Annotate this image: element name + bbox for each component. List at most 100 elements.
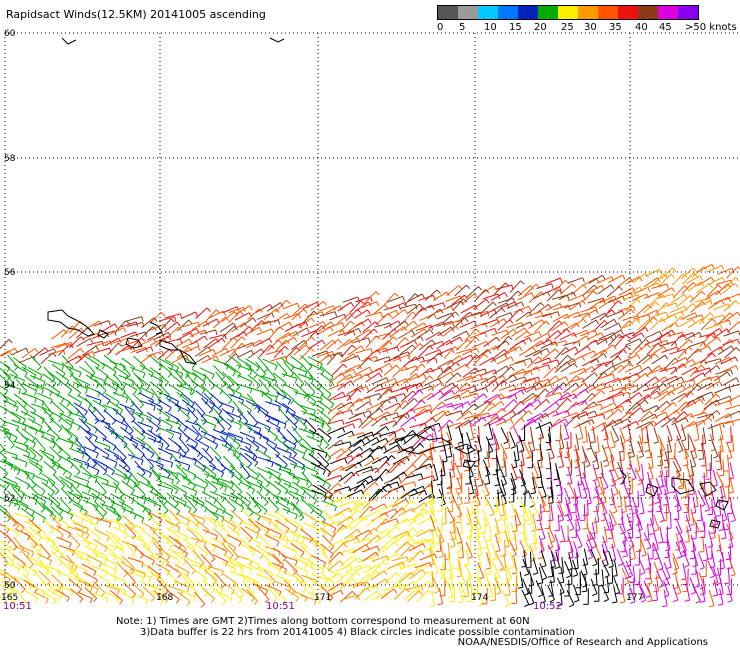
wind-barb — [548, 525, 556, 544]
wind-barb — [194, 543, 208, 558]
wind-barb — [601, 584, 610, 602]
wind-barb — [725, 543, 732, 561]
wind-barb — [168, 509, 181, 526]
wind-barb — [700, 585, 706, 603]
wind-barb — [582, 450, 591, 468]
wind-barb — [405, 473, 424, 479]
wind-barb — [570, 284, 587, 296]
wind-barb — [247, 374, 261, 390]
wind-barb — [198, 349, 217, 357]
wind-barb — [40, 502, 54, 517]
wind-barb — [580, 329, 598, 337]
wind-barb — [680, 535, 687, 553]
legend-swatch — [618, 6, 638, 19]
wind-barb — [481, 587, 488, 605]
wind-barb — [471, 310, 490, 317]
wind-barb — [670, 392, 688, 402]
wind-barb — [21, 348, 39, 359]
wind-barb — [398, 556, 416, 567]
wind-barb — [454, 284, 471, 297]
wind-barb — [375, 362, 393, 372]
wind-barb — [103, 591, 120, 603]
wind-barb — [669, 316, 685, 329]
wind-barb — [119, 456, 131, 473]
wind-barb — [7, 354, 19, 371]
wind-barb — [201, 579, 216, 594]
wind-barb — [581, 372, 598, 383]
wind-barb — [402, 356, 420, 368]
wind-barb — [725, 383, 740, 389]
wind-barb — [22, 573, 34, 590]
wind-barb — [646, 441, 652, 459]
wind-barb — [209, 464, 225, 478]
wind-barb — [414, 409, 433, 418]
wind-barb — [50, 550, 63, 567]
wind-barb — [490, 353, 508, 363]
wind-barb — [263, 569, 276, 586]
wind-barb — [355, 296, 373, 303]
wind-barb — [722, 377, 740, 387]
wind-barb — [103, 409, 117, 425]
wind-barb — [535, 421, 553, 430]
wind-barb — [362, 551, 379, 562]
wind-barb — [725, 404, 740, 410]
wind-barb — [311, 447, 328, 458]
wind-barb — [68, 460, 81, 476]
lon-label: 168 — [156, 593, 173, 603]
wind-barb — [153, 590, 169, 604]
wind-barb — [597, 284, 615, 295]
wind-barb — [580, 306, 598, 313]
wind-barb — [443, 311, 460, 323]
wind-barb — [517, 285, 534, 297]
wind-barb — [209, 510, 225, 523]
wind-barb — [666, 376, 685, 385]
wind-barb — [0, 568, 7, 581]
wind-barb — [558, 291, 577, 300]
wind-barb — [620, 517, 626, 535]
wind-barb — [316, 326, 334, 336]
wind-barb — [266, 562, 281, 575]
wind-barb — [720, 356, 738, 365]
wind-barb — [94, 378, 107, 395]
wind-barb — [637, 440, 645, 459]
wind-barb — [346, 509, 362, 522]
wind-barb — [96, 573, 111, 588]
wind-barb — [669, 348, 687, 355]
wind-barb — [213, 554, 229, 567]
wind-barb — [658, 505, 665, 523]
wind-barb — [362, 321, 379, 333]
wind-barb — [490, 428, 497, 446]
wind-barb — [637, 410, 654, 423]
wind-barb — [373, 411, 391, 421]
wind-barb — [447, 495, 454, 513]
wind-barb — [56, 525, 72, 539]
wind-barb — [335, 409, 354, 416]
legend-swatch — [598, 6, 618, 19]
wind-barb — [384, 572, 401, 585]
wind-barb — [158, 316, 177, 322]
wind-barb — [567, 481, 576, 499]
wind-barb — [158, 545, 171, 561]
wind-barb — [454, 389, 472, 400]
wind-barb — [310, 473, 326, 487]
wind-barb — [245, 437, 260, 452]
wind-barb — [212, 543, 228, 557]
wind-barb — [226, 524, 240, 540]
wind-barb — [186, 516, 200, 531]
wind-barb — [361, 328, 378, 341]
wind-barb — [588, 274, 606, 284]
wind-barb — [473, 479, 479, 497]
wind-barb — [200, 430, 216, 443]
wind-barb — [495, 553, 504, 571]
wind-barb — [176, 384, 193, 395]
wind-barb — [419, 313, 437, 322]
wind-barb — [337, 571, 353, 583]
wind-barb — [42, 373, 57, 388]
wind-barb — [682, 480, 688, 498]
wind-barb — [285, 588, 300, 602]
wind-barb — [491, 495, 498, 513]
wind-barb — [571, 496, 577, 514]
wind-barb — [101, 563, 117, 575]
wind-barb — [697, 434, 704, 452]
wind-barb — [665, 533, 671, 552]
